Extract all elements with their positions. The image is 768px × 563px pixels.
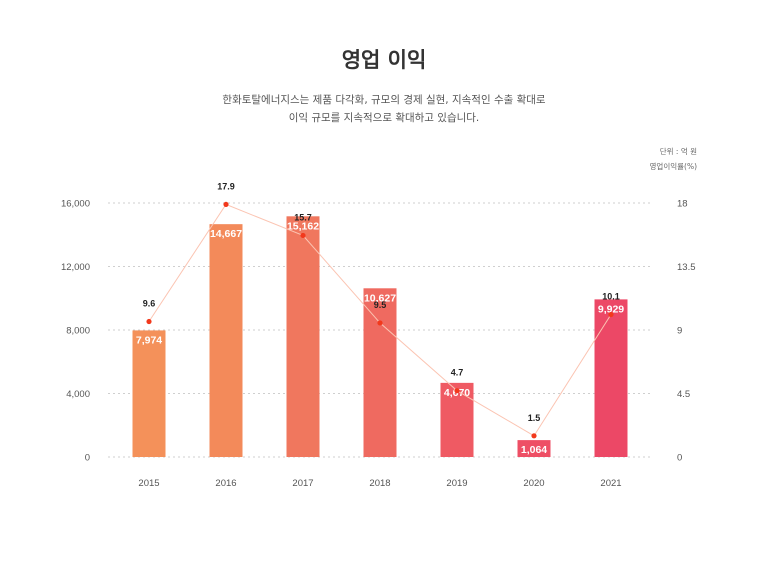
line-point	[531, 433, 537, 439]
line-point	[608, 311, 614, 318]
bar-value-label: 14,667	[210, 228, 242, 240]
bar-value-label: 15,162	[287, 220, 319, 232]
line-value-label: 10.1	[602, 291, 620, 301]
bar	[517, 440, 551, 457]
y-right-tick-label: 9	[677, 326, 682, 337]
line-point	[223, 201, 229, 208]
bar	[363, 288, 397, 457]
x-tick-label: 2018	[369, 478, 390, 489]
bar	[286, 216, 320, 457]
x-tick-label: 2019	[446, 478, 467, 489]
line-value-label: 15.7	[294, 212, 312, 222]
unit-label-left: 단위 : 억 원	[659, 147, 697, 156]
x-tick-label: 2017	[292, 478, 313, 489]
y-right-tick-label: 13.5	[677, 262, 696, 273]
y-left-tick-label: 0	[85, 453, 90, 464]
y-left-tick-label: 12,000	[61, 262, 90, 273]
x-tick-label: 2015	[138, 478, 159, 489]
y-right-tick-label: 0	[677, 453, 682, 464]
y-axis-left: 0 4,000 8,000 12,000 16,000	[61, 199, 90, 464]
bar-value-label: 7,974	[136, 334, 162, 346]
y-right-tick-label: 18	[677, 199, 688, 210]
bar-value-label: 1,064	[521, 444, 547, 456]
line-series: 9.6 17.9 15.7 9.5 4.7 1.5 10.1	[143, 181, 620, 439]
chart-subtitle: 한화토탈에너지스는 제품 다각화, 규모의 경제 실현, 지속적인 수출 확대로…	[0, 91, 768, 127]
bar-value-label: 10,627	[364, 292, 396, 304]
bar-value-label: 9,929	[598, 303, 624, 315]
x-tick-label: 2020	[523, 478, 544, 489]
y-left-tick-label: 4,000	[66, 389, 90, 400]
line-value-label: 1.5	[528, 413, 541, 423]
y-left-tick-label: 16,000	[61, 199, 90, 210]
line-point	[300, 232, 306, 239]
y-left-tick-label: 8,000	[66, 326, 90, 337]
y-right-tick-label: 4.5	[677, 389, 690, 400]
line-value-label: 9.6	[143, 299, 156, 309]
bar	[209, 224, 243, 457]
chart-title: 영업 이익	[341, 48, 427, 72]
subtitle-line-2: 이익 규모를 지속적으로 확대하고 있습니다.	[288, 112, 480, 124]
bar	[594, 299, 628, 457]
x-tick-label: 2016	[215, 478, 236, 489]
line-point	[377, 320, 383, 326]
line-point	[146, 318, 152, 325]
x-tick-label: 2021	[600, 478, 621, 489]
line-value-label: 17.9	[217, 181, 235, 191]
unit-label-right: 영업이익률(%)	[649, 162, 697, 171]
y-axis-right: 0 4.5 9 13.5 18	[677, 199, 696, 464]
x-axis: 2015 2016 2017 2018 2019 2020 2021	[138, 478, 621, 489]
bar	[440, 382, 474, 457]
subtitle-line-1: 한화토탈에너지스는 제품 다각화, 규모의 경제 실현, 지속적인 수출 확대로	[222, 94, 546, 106]
line-value-label: 9.5	[374, 300, 387, 310]
bar	[132, 330, 166, 457]
line-point	[454, 388, 460, 394]
line-value-label: 4.7	[451, 368, 464, 378]
